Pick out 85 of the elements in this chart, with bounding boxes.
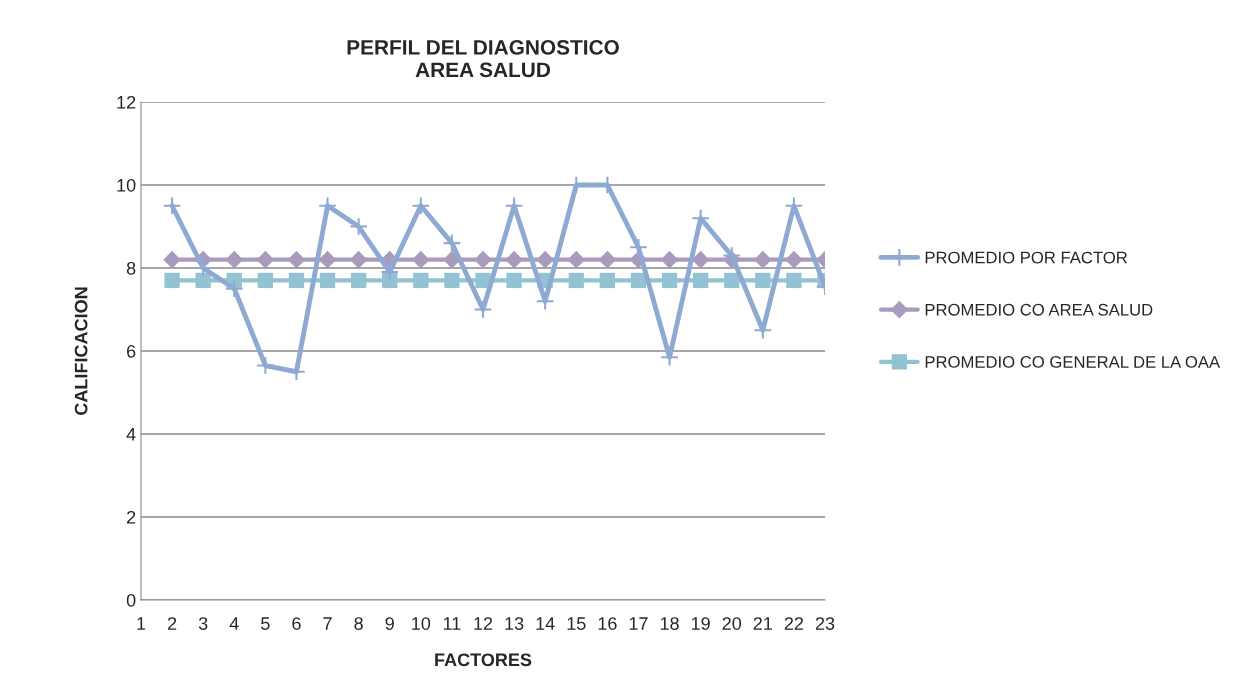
- x-tick-label: 11: [443, 617, 461, 630]
- point: [785, 250, 803, 269]
- point: [505, 250, 523, 269]
- x-tick-label: 14: [536, 617, 555, 630]
- y-tick-label: 2: [127, 510, 136, 524]
- x-tick-label: 12: [474, 617, 493, 630]
- point: [755, 272, 771, 289]
- x-tick-label: 3: [198, 617, 208, 630]
- point: [660, 250, 679, 269]
- point: [753, 250, 772, 269]
- point: [753, 320, 773, 340]
- point: [287, 362, 306, 382]
- point: [287, 250, 306, 269]
- x-tick-label: 7: [323, 617, 332, 630]
- point: [380, 262, 400, 282]
- point: [162, 196, 182, 216]
- point: [164, 272, 180, 289]
- point: [506, 272, 522, 289]
- point: [351, 272, 367, 289]
- x-tick-label: 18: [660, 617, 679, 630]
- legend-label: PROMEDIO CO GENERAL DE LA OAA: [925, 356, 1221, 368]
- y-tick-label: 0: [126, 593, 136, 607]
- point: [382, 272, 398, 289]
- point: [661, 272, 678, 289]
- point: [318, 250, 337, 269]
- x-tick-label: 1: [137, 617, 146, 630]
- point: [474, 250, 492, 269]
- x-tick-label: 13: [505, 617, 524, 630]
- point: [319, 272, 336, 289]
- x-tick-label: 5: [261, 617, 270, 630]
- point: [288, 272, 305, 289]
- point: [224, 279, 244, 299]
- point: [599, 272, 615, 289]
- point: [629, 237, 648, 257]
- y-tick-label: 10: [117, 178, 136, 192]
- point: [691, 208, 711, 228]
- point: [568, 272, 584, 289]
- point: [722, 246, 742, 265]
- y-tick-label: 6: [127, 344, 136, 358]
- y-tick-label: 8: [126, 261, 136, 275]
- point: [193, 258, 213, 278]
- point: [473, 300, 493, 319]
- point: [225, 250, 244, 269]
- y-tick-label: 4: [126, 428, 136, 441]
- point: [257, 272, 273, 289]
- y-axis-title: CALIFICACION: [74, 287, 88, 415]
- x-tick-label: 2: [167, 617, 177, 630]
- x-tick-label: 15: [567, 617, 586, 630]
- x-tick-label: 6: [292, 617, 301, 630]
- point: [255, 356, 275, 375]
- point: [163, 250, 181, 269]
- legend-label: PROMEDIO POR FACTOR: [925, 251, 1128, 264]
- point: [724, 272, 740, 289]
- point: [195, 272, 211, 289]
- point: [598, 250, 617, 269]
- x-tick-label: 23: [815, 617, 835, 630]
- y-tick-label: 12: [117, 95, 136, 109]
- x-tick-label: 9: [385, 617, 394, 630]
- x-tick-label: 10: [412, 617, 431, 630]
- x-tick-label: 4: [229, 617, 239, 630]
- point: [349, 217, 369, 236]
- point: [630, 272, 647, 289]
- point: [411, 250, 430, 269]
- x-tick-label: 17: [629, 617, 648, 630]
- point: [413, 272, 429, 289]
- point: [691, 250, 710, 269]
- x-axis-title: FACTORES: [435, 653, 532, 667]
- x-tick-label: 8: [354, 617, 363, 630]
- point: [318, 196, 337, 216]
- x-tick-label: 21: [753, 617, 772, 630]
- x-tick-label: 19: [691, 617, 710, 630]
- point: [786, 272, 802, 289]
- point: [567, 250, 586, 269]
- chart-title: PERFIL DEL DIAGNOSTICO AREA SALUD: [347, 40, 619, 78]
- point: [411, 196, 431, 216]
- x-tick-label: 20: [722, 617, 742, 630]
- x-tick-label: 22: [784, 617, 804, 630]
- x-tick-label: 16: [598, 617, 617, 630]
- point: [693, 272, 709, 289]
- point: [256, 250, 275, 269]
- point: [536, 250, 555, 269]
- point: [444, 272, 460, 289]
- point: [442, 233, 462, 253]
- point: [349, 250, 368, 269]
- legend-label: PROMEDIO CO AREA SALUD: [925, 303, 1153, 316]
